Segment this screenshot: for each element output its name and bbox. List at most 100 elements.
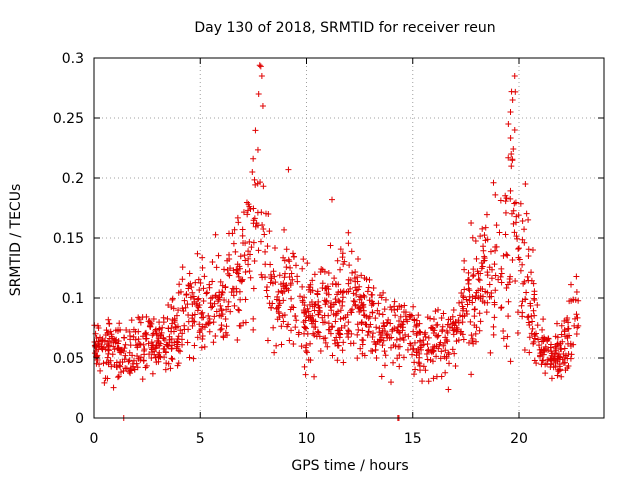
data-point: [340, 359, 347, 366]
data-point: [413, 322, 420, 329]
data-point: [522, 181, 529, 187]
x-tick-label: 5: [196, 431, 205, 447]
data-point: [431, 343, 438, 350]
data-point: [352, 278, 359, 285]
data-point: [416, 337, 423, 344]
data-point: [492, 191, 499, 198]
x-tick-label: 0: [90, 431, 99, 447]
data-point: [531, 288, 538, 295]
data-point: [113, 363, 120, 370]
data-point: [561, 318, 568, 325]
data-point: [315, 298, 322, 305]
data-point: [394, 355, 401, 362]
grid-lines: [94, 58, 604, 418]
data-point: [212, 231, 219, 238]
data-point: [316, 309, 323, 316]
data-point: [315, 329, 322, 336]
data-point: [156, 325, 163, 332]
data-point: [519, 261, 526, 268]
data-point: [510, 207, 517, 214]
data-point: [424, 356, 431, 363]
data-point: [509, 97, 516, 103]
data-point: [331, 337, 338, 344]
data-point: [434, 333, 441, 340]
data-point: [174, 362, 181, 369]
data-point: [288, 270, 295, 277]
data-point: [204, 289, 211, 296]
data-point: [100, 360, 107, 367]
data-point: [444, 338, 451, 345]
data-point: [360, 312, 367, 319]
data-point: [417, 367, 424, 374]
data-point: [283, 246, 290, 253]
data-point: [431, 327, 438, 334]
data-point: [137, 319, 144, 326]
data-point: [503, 343, 510, 350]
data-point: [301, 294, 308, 301]
data-point: [384, 319, 391, 326]
data-point: [113, 336, 120, 343]
data-point: [528, 269, 535, 276]
data-point: [522, 296, 529, 303]
data-point: [309, 277, 316, 284]
data-point: [525, 313, 532, 320]
data-point: [217, 278, 224, 285]
data-point: [199, 254, 206, 261]
data-point: [231, 226, 238, 233]
data-point: [337, 307, 344, 314]
data-point: [465, 339, 472, 346]
x-tick-label: 15: [404, 431, 422, 447]
data-point: [223, 323, 230, 330]
data-point: [294, 273, 301, 280]
data-point: [242, 240, 249, 247]
data-point: [99, 335, 106, 342]
data-point: [250, 239, 257, 246]
data-point: [191, 311, 198, 318]
data-point: [355, 326, 362, 333]
data-point: [548, 375, 555, 382]
data-point: [242, 296, 249, 303]
data-point: [104, 354, 111, 361]
data-point: [224, 267, 231, 274]
data-point: [282, 270, 289, 277]
data-point: [531, 331, 538, 338]
data-point: [498, 265, 505, 272]
data-point: [469, 299, 476, 306]
data-point: [365, 328, 372, 335]
data-point: [409, 351, 416, 358]
data-point: [461, 266, 468, 273]
y-axis-label: SRMTID / TECUs: [8, 184, 24, 297]
data-point: [311, 307, 318, 314]
data-point: [257, 63, 264, 70]
data-point: [455, 319, 462, 326]
data-point: [451, 350, 458, 357]
data-point: [271, 245, 278, 252]
data-point: [299, 283, 306, 290]
data-point: [430, 325, 437, 332]
data-point: [118, 349, 125, 356]
data-point: [301, 363, 308, 370]
data-point: [149, 342, 156, 349]
data-point: [287, 264, 294, 271]
data-point: [376, 336, 383, 343]
data-point: [558, 322, 565, 329]
data-point: [165, 325, 172, 332]
data-point: [492, 287, 499, 294]
data-point: [162, 366, 169, 373]
data-point: [502, 231, 509, 238]
data-point: [429, 347, 436, 354]
data-point: [139, 376, 146, 383]
data-point: [574, 314, 581, 321]
data-point: [446, 360, 453, 367]
data-point: [325, 320, 332, 327]
data-point: [430, 375, 437, 382]
data-point: [531, 312, 538, 319]
data-point: [264, 337, 271, 344]
data-point: [392, 312, 399, 319]
data-point: [252, 181, 259, 188]
data-point: [366, 276, 373, 283]
data-point: [450, 319, 457, 326]
data-point: [219, 289, 226, 296]
data-point: [439, 323, 446, 330]
